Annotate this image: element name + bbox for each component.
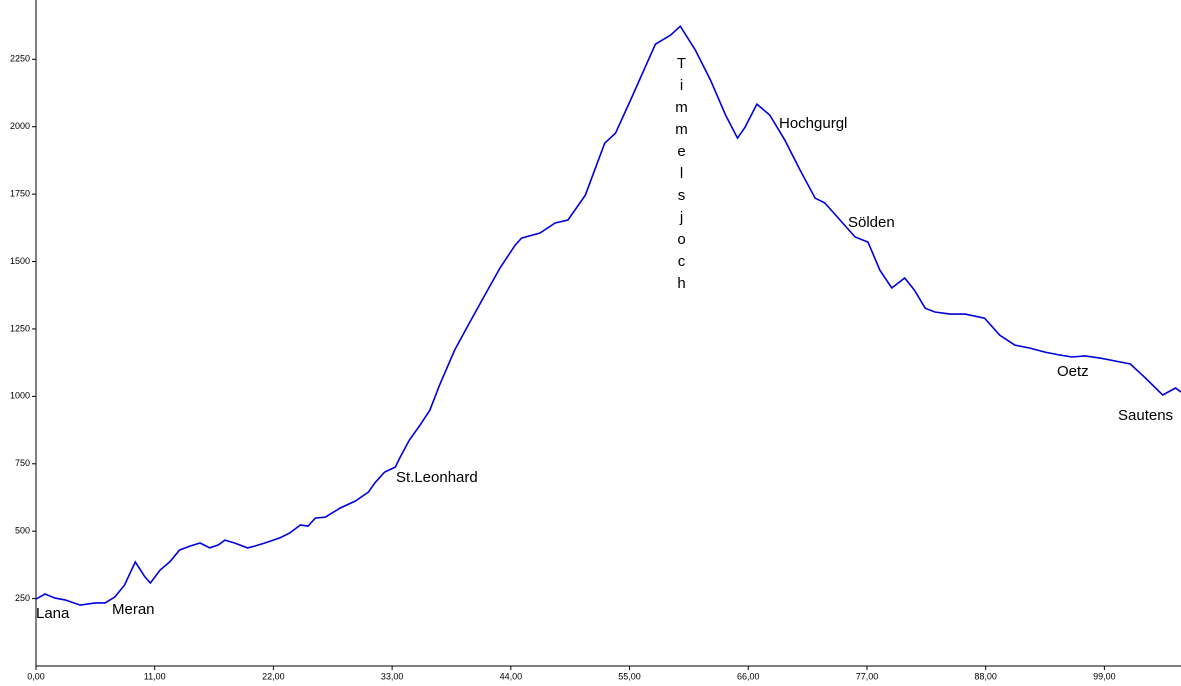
elevation-line xyxy=(35,24,1181,606)
annotation: Meran xyxy=(112,601,155,618)
y-tick-label: 1750 xyxy=(10,189,30,199)
x-tick-label: 55,00 xyxy=(618,671,641,681)
y-tick-label: 1000 xyxy=(10,391,30,401)
annotation: Sautens xyxy=(1118,407,1174,424)
x-tick-label: 44,00 xyxy=(500,671,523,681)
annotation: Lana xyxy=(36,605,70,622)
y-tick-label: 2250 xyxy=(10,54,30,64)
y-tick-label: 2000 xyxy=(10,121,30,131)
x-tick-label: 0,00 xyxy=(27,671,45,681)
x-tick-label: 11,00 xyxy=(144,671,166,681)
y-tick-label: 500 xyxy=(15,526,30,536)
x-tick-label: 77,00 xyxy=(856,671,879,681)
annotation: Oetz xyxy=(1057,363,1089,380)
annotation: Timmelsjoch xyxy=(673,55,690,297)
annotation: St.Leonhard xyxy=(396,469,478,486)
x-tick-label: 88,00 xyxy=(974,671,997,681)
annotation: Sölden xyxy=(848,214,895,231)
y-tick-label: 1500 xyxy=(10,256,30,266)
x-tick-label: 66,00 xyxy=(737,671,760,681)
annotation: Hochgurgl xyxy=(779,115,848,132)
y-tick-label: 750 xyxy=(15,458,30,468)
x-tick-label: 22,00 xyxy=(262,671,285,681)
y-tick-label: 1250 xyxy=(10,323,30,333)
x-tick-label: 99,00 xyxy=(1093,671,1116,681)
y-tick-label: 250 xyxy=(15,593,30,603)
x-tick-label: 33,00 xyxy=(381,671,404,681)
